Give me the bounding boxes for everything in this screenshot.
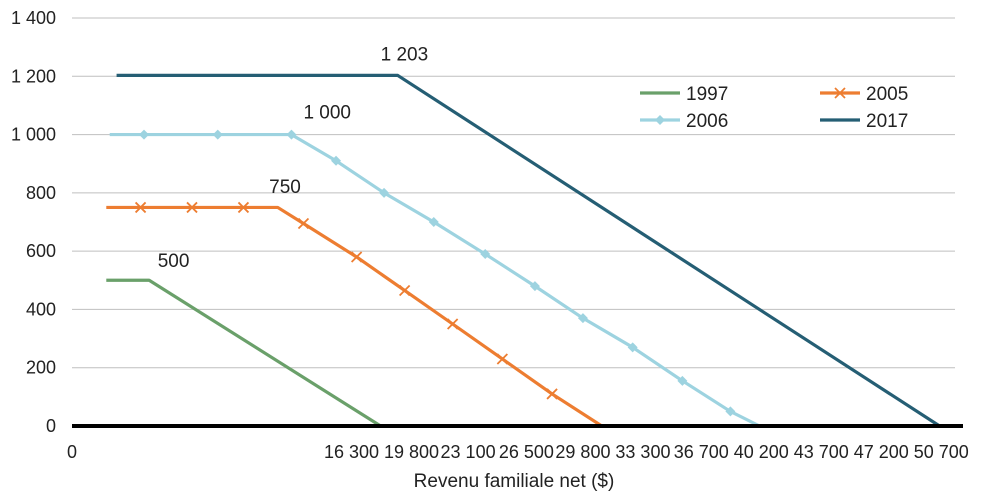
series-line-1997 — [106, 278, 382, 428]
data-point — [139, 129, 150, 140]
legend-label: 2005 — [866, 84, 908, 105]
data-point — [677, 375, 688, 386]
series-group — [106, 73, 941, 428]
x-tick-label: 23 100 — [441, 442, 496, 462]
data-point — [577, 313, 588, 324]
data-point — [725, 406, 736, 417]
y-tick-label: 1 400 — [11, 8, 56, 28]
y-tick-label: 800 — [26, 183, 56, 203]
annotation-label: 1 000 — [303, 103, 351, 124]
data-point — [212, 129, 223, 140]
annotation-label: 1 203 — [381, 44, 429, 65]
data-point — [627, 342, 638, 353]
legend-item-2005: 2005 — [820, 84, 908, 105]
annotations: 500 750 1 000 1 203 — [158, 44, 428, 272]
y-tick-label: 600 — [26, 241, 56, 261]
y-tick-label: 1 000 — [11, 125, 56, 145]
data-point — [134, 201, 147, 214]
legend-marker — [834, 87, 846, 99]
legend-item-2006: 2006 — [640, 111, 728, 132]
y-tick-label: 1 200 — [11, 66, 56, 86]
data-point — [480, 249, 491, 260]
y-axis-ticks: 0 200 400 600 800 1 000 1 200 1 400 — [11, 8, 56, 436]
x-axis-label: Revenu familiale net ($) — [414, 471, 615, 492]
legend-label: 1997 — [686, 84, 728, 105]
series-1997 — [106, 278, 382, 428]
legend-label: 2006 — [686, 111, 728, 132]
legend-marker — [655, 115, 665, 125]
x-tick-label: 29 800 — [555, 442, 610, 462]
data-point — [428, 217, 439, 227]
x-tick-label: 47 200 — [854, 442, 909, 462]
x-tick-label: 36 700 — [674, 442, 729, 462]
data-point — [446, 318, 459, 330]
series-line-2005 — [106, 205, 642, 428]
x-tick-label: 16 300 — [324, 442, 379, 462]
data-point — [546, 388, 558, 400]
data-point — [286, 129, 297, 140]
legend-item-2017: 2017 — [820, 111, 908, 132]
data-point — [379, 187, 390, 198]
x-tick-label: 19 800 — [384, 442, 439, 462]
legend-label: 2017 — [866, 111, 908, 132]
legend: 1997 2005 2006 2017 — [640, 84, 908, 132]
annotation-label: 750 — [269, 177, 301, 198]
data-point — [496, 353, 508, 365]
series-2006 — [109, 129, 761, 428]
x-tick-label: 40 200 — [734, 442, 789, 462]
data-point — [398, 284, 411, 297]
x-tick-label: 50 700 — [914, 442, 969, 462]
y-tick-label: 400 — [26, 299, 56, 319]
x-axis-ticks: 0 16 300 19 800 23 100 26 500 29 800 33 300 36 … — [67, 442, 969, 462]
annotation-label: 500 — [158, 251, 190, 272]
data-point — [350, 251, 363, 263]
x-tick-label: 0 — [67, 442, 77, 462]
data-point — [297, 217, 310, 230]
x-tick-label: 43 700 — [794, 442, 849, 462]
series-line-2006 — [109, 132, 761, 428]
data-point — [186, 201, 198, 214]
legend-item-1997: 1997 — [640, 84, 728, 105]
data-point — [237, 201, 250, 214]
series-2017 — [116, 73, 941, 428]
y-tick-label: 0 — [46, 416, 56, 436]
data-point — [331, 155, 342, 166]
x-tick-label: 26 500 — [499, 442, 554, 462]
data-point — [529, 281, 540, 292]
x-tick-label: 33 300 — [615, 442, 670, 462]
series-line-2017 — [116, 73, 941, 428]
series-2005 — [106, 201, 642, 428]
y-tick-label: 200 — [26, 358, 56, 378]
